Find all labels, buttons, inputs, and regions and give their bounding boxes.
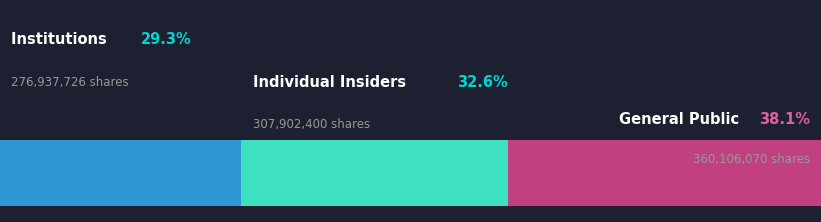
- Text: 307,902,400 shares: 307,902,400 shares: [253, 118, 370, 131]
- Text: General Public: General Public: [619, 112, 745, 127]
- Text: Institutions: Institutions: [11, 32, 112, 48]
- Text: 276,937,726 shares: 276,937,726 shares: [11, 76, 128, 89]
- Text: 29.3%: 29.3%: [141, 32, 191, 48]
- Text: 360,106,070 shares: 360,106,070 shares: [693, 153, 810, 166]
- Text: 32.6%: 32.6%: [457, 75, 508, 90]
- Bar: [508, 140, 821, 206]
- Text: Individual Insiders: Individual Insiders: [253, 75, 411, 90]
- Bar: [241, 140, 508, 206]
- Bar: [0, 140, 241, 206]
- Text: 38.1%: 38.1%: [759, 112, 810, 127]
